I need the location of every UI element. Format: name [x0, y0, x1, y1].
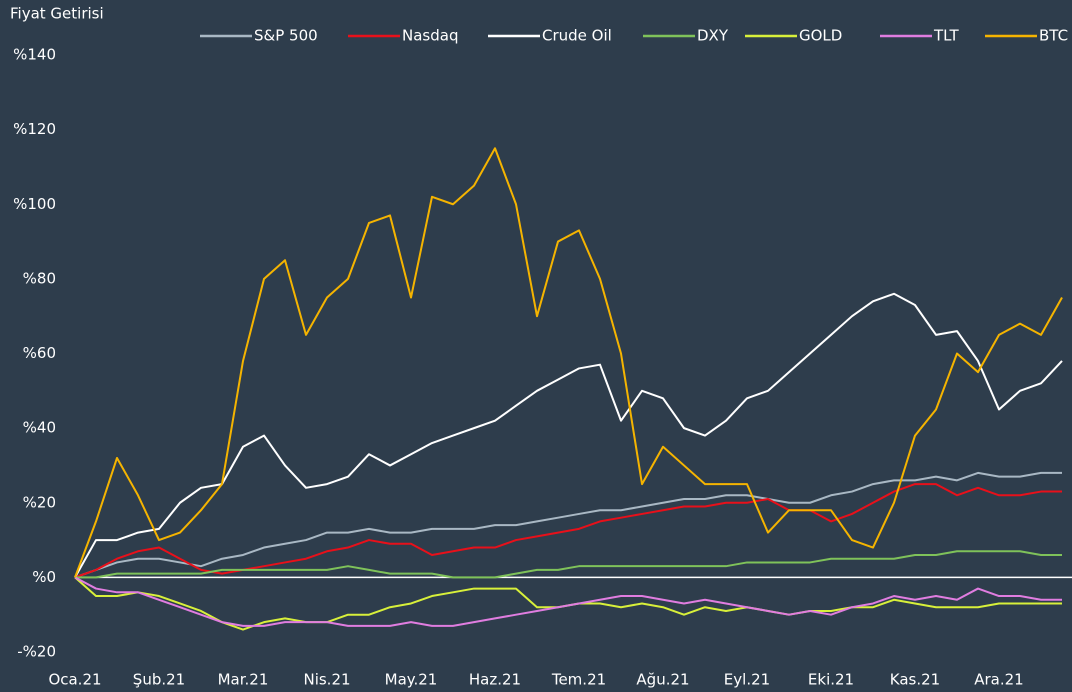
- series-line: [74, 483, 1062, 579]
- y-tick-label: %0: [32, 568, 56, 586]
- x-tick-label: Oca.21: [48, 671, 101, 689]
- x-tick-label: Nis.21: [303, 671, 350, 689]
- x-tick-label: Ağu.21: [636, 671, 689, 689]
- series-line: [75, 550, 1062, 579]
- x-tick-label: Haz.21: [469, 671, 521, 689]
- legend-label: S&P 500: [254, 27, 318, 45]
- y-tick-label: %140: [13, 46, 56, 64]
- series-line: [74, 576, 1062, 627]
- x-tick-label: Ara.21: [974, 671, 1023, 689]
- x-tick-label: Kas.21: [890, 671, 940, 689]
- series-line: [74, 471, 1062, 579]
- y-tick-label: %80: [23, 269, 56, 287]
- y-axis-label: Fiyat Getirisi: [10, 5, 104, 23]
- y-tick-label: %120: [13, 120, 56, 138]
- series-line: [74, 147, 1063, 578]
- y-tick-label: %100: [13, 195, 56, 213]
- x-tick-label: Mar.21: [218, 671, 269, 689]
- series-line: [74, 292, 1063, 578]
- y-tick-label: %60: [23, 344, 56, 362]
- legend-label: Nasdaq: [402, 27, 458, 45]
- y-tick-label: -%20: [17, 643, 56, 661]
- legend-label: DXY: [697, 27, 729, 45]
- x-tick-label: Şub.21: [133, 671, 185, 689]
- x-tick-label: May.21: [385, 671, 438, 689]
- legend-label: TLT: [933, 27, 959, 45]
- y-tick-label: %20: [23, 493, 56, 511]
- y-tick-label: %40: [23, 419, 56, 437]
- x-tick-label: Eki.21: [808, 671, 854, 689]
- legend-label: Crude Oil: [542, 27, 612, 45]
- legend-label: GOLD: [799, 27, 842, 45]
- legend-label: BTC: [1039, 27, 1068, 45]
- x-tick-label: Tem.21: [551, 671, 606, 689]
- x-tick-label: Eyl.21: [724, 671, 770, 689]
